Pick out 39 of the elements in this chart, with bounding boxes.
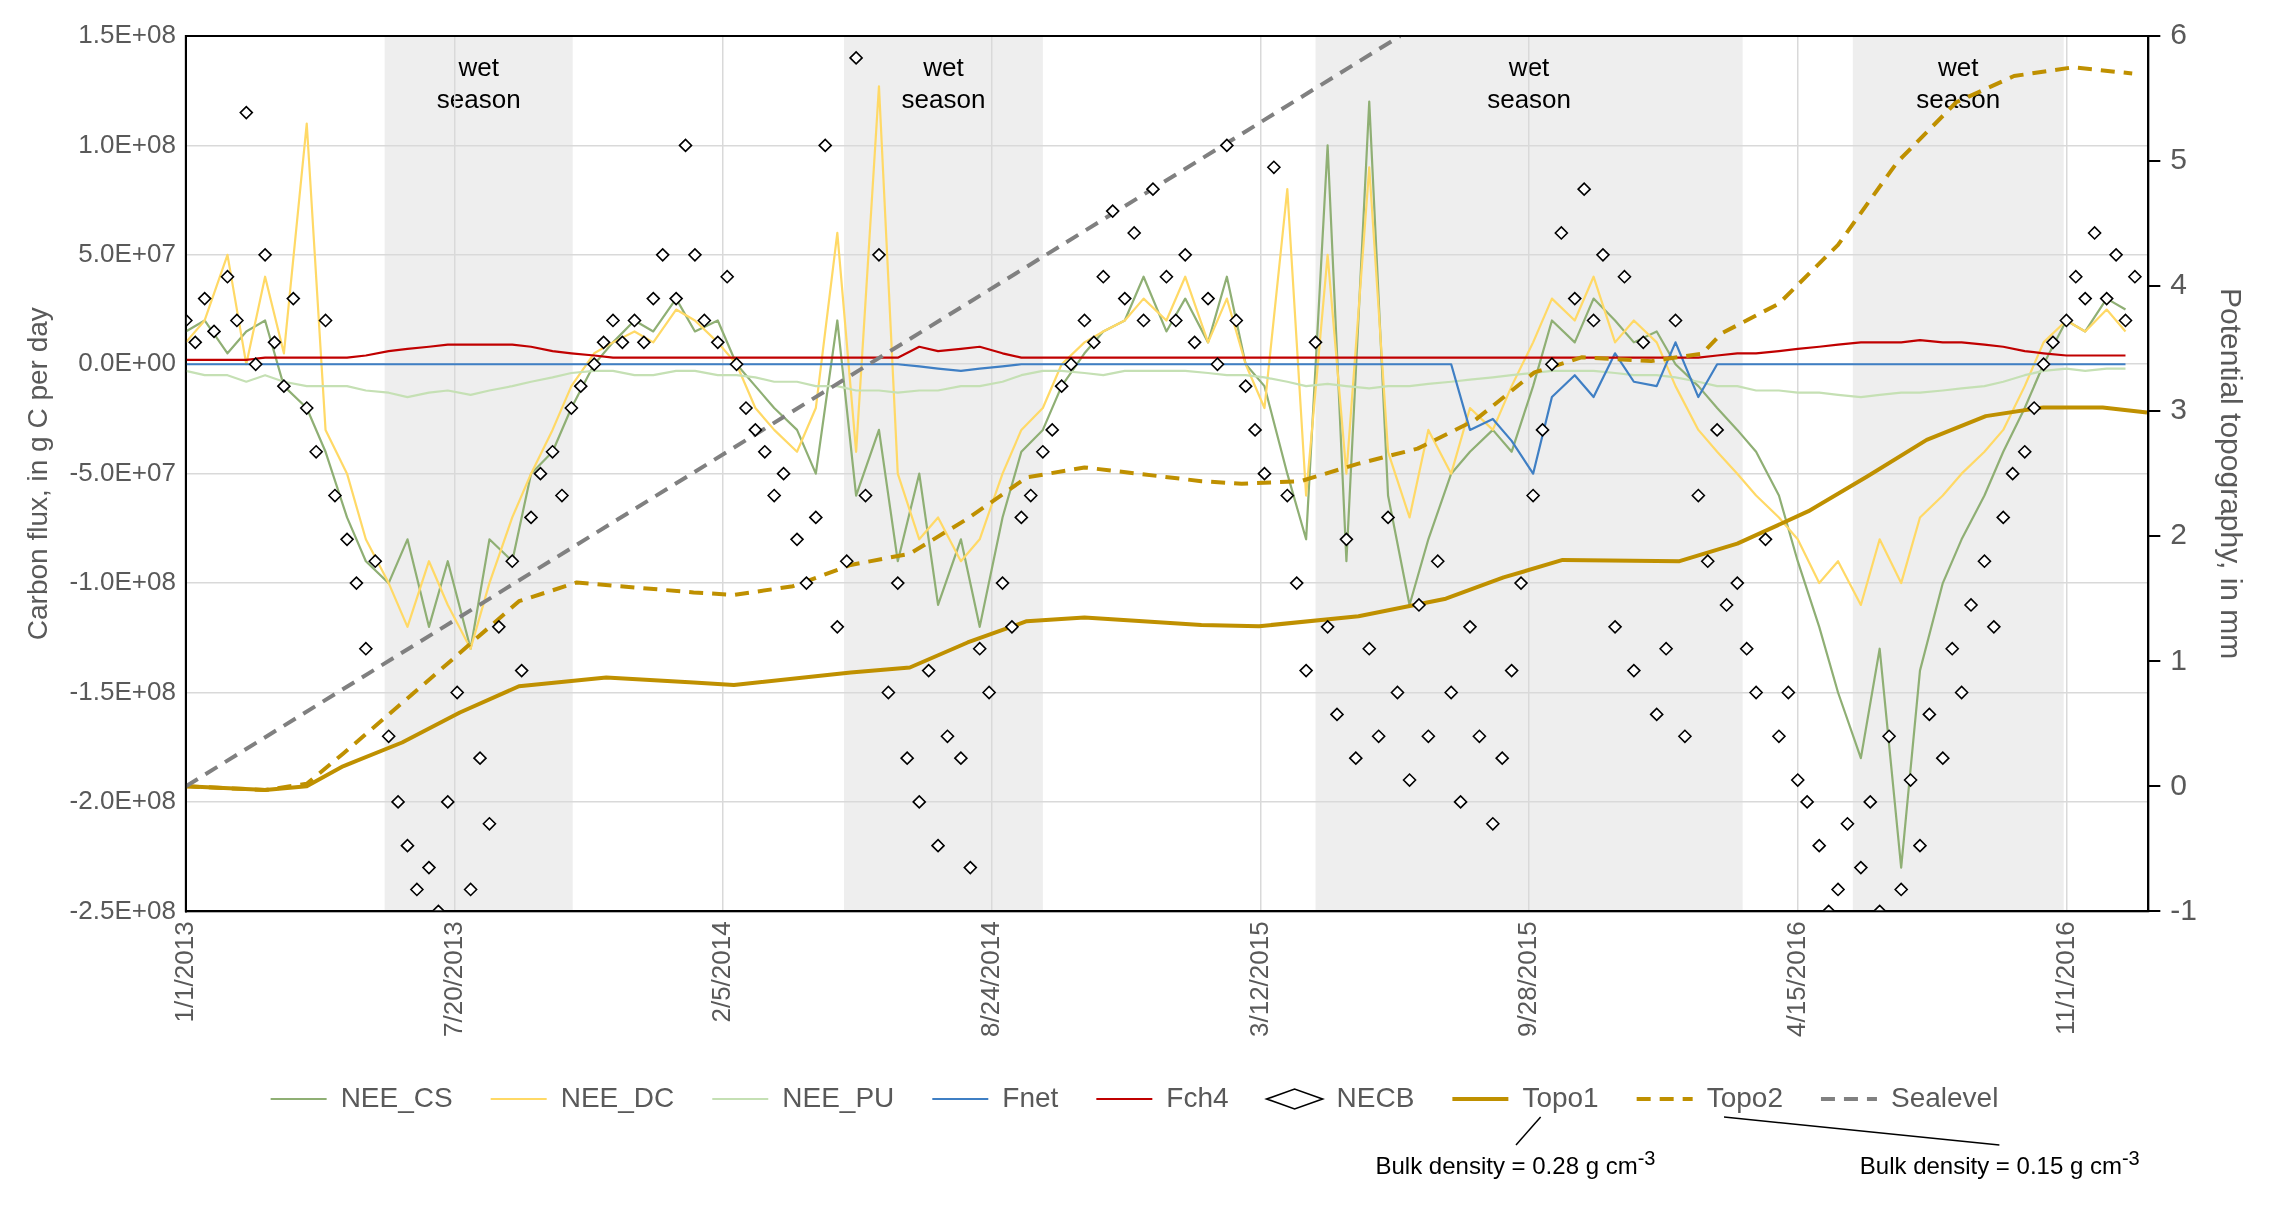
y2-tick-label: 4: [2170, 267, 2188, 301]
legend-label: NECB: [1336, 1081, 1415, 1113]
y2-tick-label: -1: [2170, 892, 2198, 926]
y2-tick-label: 5: [2170, 142, 2188, 176]
y-tick-label: 1.0E+08: [78, 128, 176, 159]
legend-label: Fch4: [1166, 1081, 1229, 1113]
y-tick-label: 1.5E+08: [78, 19, 176, 50]
x-tick-label: 2/5/2014: [706, 921, 737, 1023]
y-tick-label: -5.0E+07: [69, 456, 176, 487]
legend-label: Topo2: [1706, 1081, 1783, 1113]
x-tick-label: 3/12/2015: [1243, 921, 1274, 1037]
band-label: wet season: [901, 52, 986, 115]
legend-label: Topo1: [1522, 1081, 1599, 1113]
y2-axis-title: Potential topography, in mm: [2214, 288, 2248, 660]
band-label: wet season: [1487, 52, 1572, 115]
y-tick-label: 0.0E+00: [78, 347, 176, 378]
x-tick-label: 4/15/2016: [1780, 921, 1811, 1037]
legend-label: NEE_PU: [782, 1081, 895, 1113]
y2-tick-label: 3: [2170, 392, 2188, 426]
y-tick-label: -1.5E+08: [69, 675, 176, 706]
x-tick-label: 9/28/2015: [1512, 921, 1543, 1037]
y2-tick-label: 0: [2170, 767, 2188, 801]
legend-label: NEE_DC: [560, 1081, 675, 1113]
y-tick-label: 5.0E+07: [78, 238, 176, 269]
y2-tick-label: 6: [2170, 17, 2188, 51]
legend-label: Fnet: [1002, 1081, 1059, 1113]
y-tick-label: -2.0E+08: [69, 785, 176, 816]
text: Bulk density = 0.15 g cm$^{-3}$: [1859, 1147, 2140, 1180]
y-tick-label: -1.0E+08: [69, 566, 176, 597]
band-label: wet season: [436, 52, 521, 115]
x-tick-label: 7/20/2013: [437, 921, 468, 1037]
y2-tick-label: 2: [2170, 517, 2188, 551]
text: Bulk density = 0.28 g cm$^{-3}$: [1375, 1147, 1656, 1180]
y-axis-title: Carbon flux, in g C per day: [21, 307, 53, 641]
legend-label: NEE_CS: [340, 1081, 453, 1113]
x-tick-label: 8/24/2014: [974, 921, 1005, 1037]
x-tick-label: 11/1/2016: [2049, 921, 2080, 1036]
y2-tick-label: 1: [2170, 642, 2188, 676]
legend-label: Sealevel: [1890, 1081, 1999, 1113]
